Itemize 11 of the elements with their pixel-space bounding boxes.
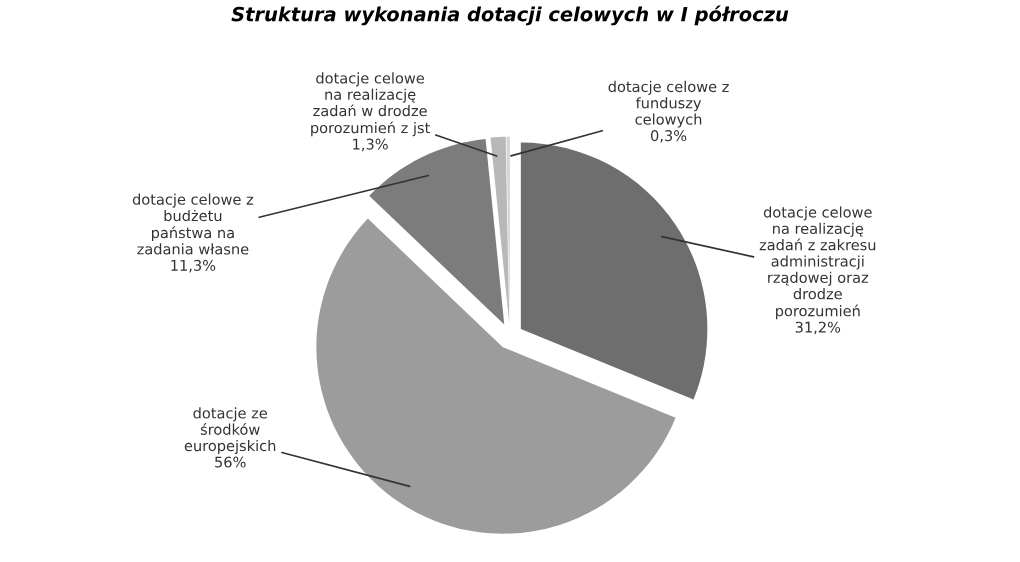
slice-label: dotacje ze środków europejskich — [184, 407, 276, 455]
slice-label: dotacje celowe z budżetu państwa na zadania własne — [132, 193, 254, 255]
data-label: 56% — [215, 456, 246, 468]
data-label: 11,3% — [171, 259, 216, 273]
slice-label: dotacje celowe z funduszy celowych — [608, 80, 729, 128]
slice-label: dotacje celowe na realizację zadań w drodze porozumień z jst — [311, 72, 430, 137]
slice-label: dotacje celowe na realizację zadań z zakresu administracji rządowej oraz drodze porozumień — [759, 206, 876, 320]
data-label: 31,2% — [795, 321, 841, 335]
data-label: 0,3% — [650, 130, 687, 143]
chart-title: Struktura wykonania dotacji celowych w I półroczu — [231, 5, 789, 26]
data-label: 1,3% — [353, 138, 388, 152]
